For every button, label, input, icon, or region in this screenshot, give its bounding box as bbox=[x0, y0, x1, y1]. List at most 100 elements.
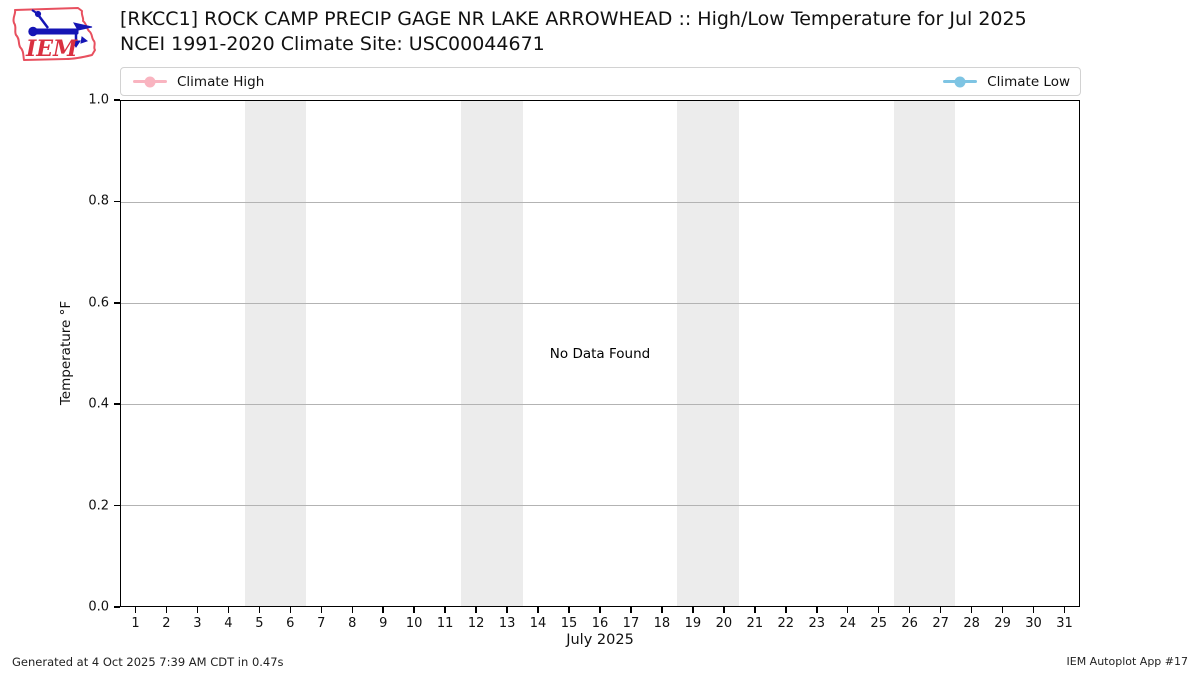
weekend-band bbox=[244, 101, 307, 606]
x-tick-label: 19 bbox=[684, 616, 702, 631]
y-tick-mark bbox=[114, 504, 120, 507]
climate-high-marker-icon bbox=[133, 76, 167, 87]
x-tick-label: 27 bbox=[932, 616, 949, 631]
y-tick-mark bbox=[114, 99, 120, 101]
legend: Climate High Climate Low bbox=[120, 67, 1081, 96]
x-tick-label: 24 bbox=[839, 616, 857, 631]
x-tick-label: 18 bbox=[653, 616, 671, 631]
x-tick-label: 16 bbox=[591, 616, 609, 631]
x-tick-label: 31 bbox=[1056, 616, 1073, 631]
x-tick-mark bbox=[227, 607, 230, 613]
x-tick-mark bbox=[382, 607, 384, 613]
x-tick-label: 4 bbox=[224, 616, 233, 631]
gridline bbox=[121, 404, 1079, 405]
x-tick-mark bbox=[877, 607, 880, 613]
x-tick-mark bbox=[692, 607, 694, 613]
iowa-outline-icon: IEM bbox=[12, 7, 96, 62]
generated-timestamp: Generated at 4 Oct 2025 7:39 AM CDT in 0… bbox=[12, 655, 284, 669]
x-tick-label: 2 bbox=[162, 616, 171, 631]
y-tick-mark bbox=[114, 200, 120, 203]
x-tick-mark bbox=[599, 607, 601, 613]
x-tick-label: 22 bbox=[777, 616, 795, 631]
gridline bbox=[121, 202, 1079, 203]
x-tick-mark bbox=[258, 607, 261, 613]
chart-title: [RKCC1] ROCK CAMP PRECIP GAGE NR LAKE AR… bbox=[120, 7, 1130, 57]
y-tick-label: 0.8 bbox=[88, 193, 109, 209]
x-tick-label: 15 bbox=[560, 616, 578, 631]
x-tick-mark bbox=[444, 607, 446, 613]
climate-low-marker-icon bbox=[943, 76, 978, 87]
x-tick-mark bbox=[1063, 607, 1066, 613]
x-tick-mark bbox=[785, 607, 787, 613]
x-tick-label: 26 bbox=[901, 616, 918, 631]
weather-vane-icon bbox=[28, 9, 93, 48]
y-tick-mark bbox=[114, 606, 120, 608]
legend-label-climate-high: Climate High bbox=[177, 73, 265, 90]
x-tick-mark bbox=[754, 607, 756, 613]
x-tick-mark bbox=[289, 607, 292, 613]
x-tick-label: 7 bbox=[317, 616, 326, 631]
y-tick-mark bbox=[114, 302, 120, 304]
no-data-message: No Data Found bbox=[549, 345, 651, 362]
x-tick-mark bbox=[196, 607, 199, 613]
x-tick-mark bbox=[413, 607, 415, 613]
x-tick-label: 6 bbox=[286, 616, 295, 631]
x-tick-label: 3 bbox=[193, 616, 202, 631]
x-tick-label: 10 bbox=[405, 616, 423, 631]
x-tick-label: 12 bbox=[467, 616, 485, 631]
x-tick-mark bbox=[1001, 607, 1004, 613]
legend-label-climate-low: Climate Low bbox=[987, 73, 1070, 90]
x-tick-mark bbox=[630, 607, 632, 613]
x-tick-label: 21 bbox=[746, 616, 764, 631]
weekend-band bbox=[893, 101, 956, 606]
weekend-band bbox=[460, 101, 523, 606]
app-credit: IEM Autoplot App #17 bbox=[1066, 655, 1189, 668]
iem-logo: IEM bbox=[8, 3, 112, 67]
title-line-1: [RKCC1] ROCK CAMP PRECIP GAGE NR LAKE AR… bbox=[120, 8, 1027, 30]
x-tick-mark bbox=[908, 607, 911, 613]
x-tick-label: 11 bbox=[436, 616, 454, 631]
legend-entry-climate-low: Climate Low bbox=[943, 74, 1070, 90]
x-tick-label: 29 bbox=[994, 616, 1011, 631]
x-tick-label: 14 bbox=[529, 616, 547, 631]
x-tick-mark bbox=[939, 607, 942, 613]
title-line-2: NCEI 1991-2020 Climate Site: USC00044671 bbox=[120, 33, 545, 55]
x-tick-mark bbox=[661, 607, 663, 613]
x-tick-mark bbox=[816, 607, 818, 613]
x-tick-label: 28 bbox=[963, 616, 980, 631]
x-axis-title: July 2025 bbox=[566, 632, 634, 648]
x-tick-label: 23 bbox=[808, 616, 826, 631]
x-tick-mark bbox=[568, 607, 570, 613]
x-tick-label: 17 bbox=[622, 616, 640, 631]
x-tick-label: 5 bbox=[255, 616, 264, 631]
x-tick-label: 20 bbox=[715, 616, 733, 631]
iem-logo-text: IEM bbox=[25, 36, 78, 62]
x-tick-mark bbox=[475, 607, 477, 613]
y-axis-title: Temperature °F bbox=[58, 300, 74, 406]
x-tick-label: 8 bbox=[348, 616, 357, 631]
x-tick-label: 9 bbox=[379, 616, 388, 631]
plot-area: No Data Found bbox=[120, 100, 1080, 607]
y-tick-mark bbox=[114, 403, 120, 405]
x-tick-mark bbox=[1032, 607, 1035, 613]
x-tick-label: 1 bbox=[131, 616, 140, 631]
x-tick-mark bbox=[970, 607, 973, 613]
gridline bbox=[121, 505, 1079, 506]
legend-entry-climate-high: Climate High bbox=[133, 74, 264, 90]
y-tick-label: 0.4 bbox=[88, 396, 109, 412]
y-tick-label: 0.2 bbox=[88, 498, 109, 514]
y-tick-label: 0.6 bbox=[88, 295, 109, 311]
x-tick-label: 13 bbox=[498, 616, 516, 631]
x-tick-mark bbox=[351, 607, 353, 613]
weekend-band bbox=[677, 101, 740, 606]
y-tick-label: 0.0 bbox=[88, 599, 109, 615]
x-tick-mark bbox=[320, 607, 323, 613]
x-tick-label: 30 bbox=[1025, 616, 1042, 631]
x-tick-mark bbox=[846, 607, 849, 613]
x-tick-mark bbox=[537, 607, 539, 613]
y-tick-label: 1.0 bbox=[88, 92, 109, 108]
gridline bbox=[121, 303, 1079, 304]
x-tick-mark bbox=[165, 607, 168, 613]
x-tick-mark bbox=[723, 607, 725, 613]
